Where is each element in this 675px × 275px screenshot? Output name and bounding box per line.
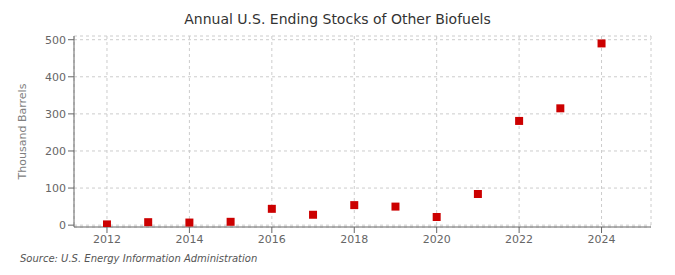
svg-text:2022: 2022 [505, 233, 533, 246]
svg-text:300: 300 [45, 108, 66, 121]
html-text:Annual U.S. Ending Stocks of O: Annual U.S. Ending Stocks of Other Biofu… [184, 11, 491, 27]
svg-text:2020: 2020 [423, 233, 451, 246]
svg-text:500: 500 [45, 34, 66, 47]
svg-text:2016: 2016 [258, 233, 286, 246]
svg-text:200: 200 [45, 145, 66, 158]
svg-text:100: 100 [45, 182, 66, 195]
svg-text:Thousand Barrels: Thousand Barrels [16, 83, 29, 180]
svg-text:0: 0 [59, 219, 66, 232]
svg-text:2012: 2012 [93, 233, 121, 246]
svg-text:400: 400 [45, 71, 66, 84]
html-text:Source: U.S. Energy Informatio: Source: U.S. Energy Information Administ… [20, 253, 258, 264]
svg-text:2018: 2018 [340, 233, 368, 246]
svg-text:2014: 2014 [175, 233, 203, 246]
svg-text:2024: 2024 [588, 233, 616, 246]
